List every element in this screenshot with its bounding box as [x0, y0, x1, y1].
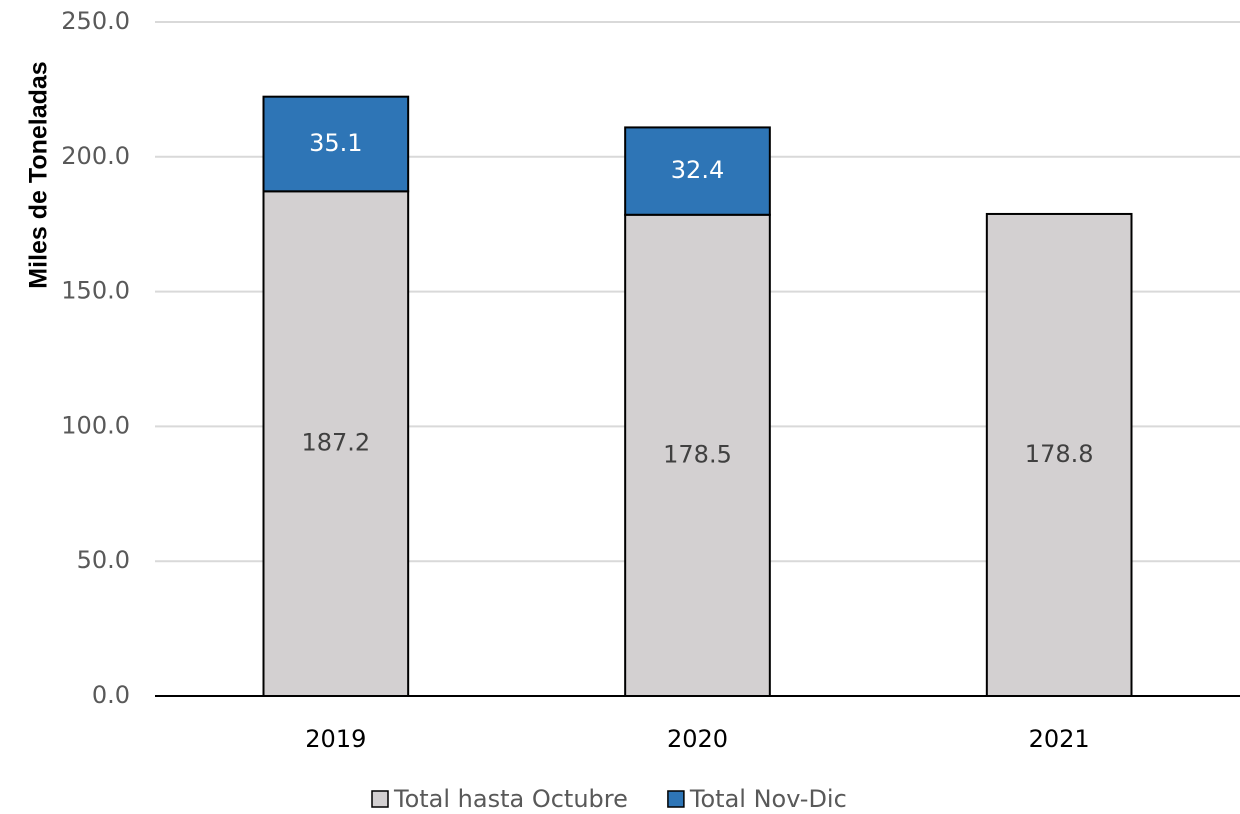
y-tick-label: 250.0: [61, 7, 130, 35]
data-label: 178.5: [663, 440, 732, 468]
bar: [624, 213, 771, 697]
legend-swatch: [371, 790, 389, 808]
y-tick-label: 50.0: [77, 546, 130, 574]
y-tick-label: 150.0: [61, 277, 130, 305]
data-label: 187.2: [301, 429, 370, 457]
data-label: 32.4: [671, 156, 724, 184]
data-label: 178.8: [1025, 440, 1094, 468]
legend-label: Total hasta Octubre: [393, 785, 628, 813]
x-tick-label: 2021: [1029, 725, 1090, 753]
bar: [262, 95, 410, 193]
y-axis-label: Miles de Toneladas: [25, 61, 53, 288]
y-tick-label: 0.0: [92, 681, 130, 709]
bar: [624, 126, 771, 216]
legend-swatch: [667, 790, 685, 808]
y-tick-label: 100.0: [61, 411, 130, 439]
bar: [985, 212, 1133, 697]
y-tick-label: 200.0: [61, 142, 130, 170]
data-label: 35.1: [309, 129, 362, 157]
x-tick-label: 2020: [667, 725, 728, 753]
legend-label: Total Nov-Dic: [689, 785, 847, 813]
bar: [262, 190, 410, 697]
x-tick-label: 2019: [305, 725, 366, 753]
